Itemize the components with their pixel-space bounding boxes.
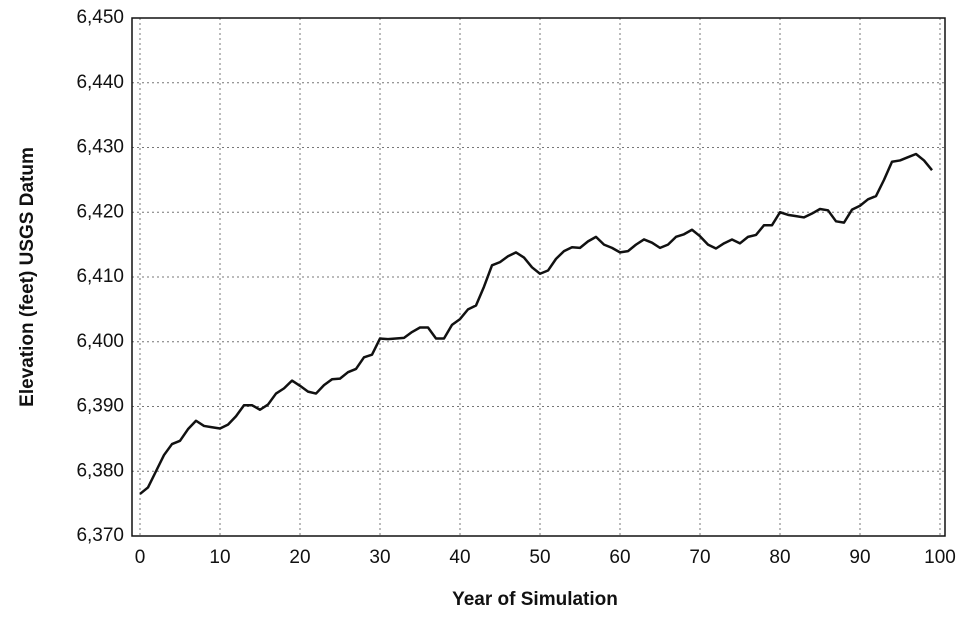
y-tick-label: 6,450	[76, 7, 124, 28]
y-tick-label: 6,370	[76, 525, 124, 546]
x-tick-label: 20	[289, 547, 310, 568]
y-tick-label: 6,440	[76, 72, 124, 93]
x-tick-label: 0	[135, 547, 146, 568]
x-tick-label: 100	[924, 547, 956, 568]
line	[139, 152, 933, 495]
y-tick-label: 6,410	[76, 266, 124, 287]
x-tick-label: 60	[609, 547, 630, 568]
x-tick-label: 80	[769, 547, 790, 568]
y-axis-title: Elevation (feet) USGS Datum	[17, 147, 38, 407]
x-tick-label: 30	[369, 547, 390, 568]
x-tick-label: 50	[529, 547, 550, 568]
y-tick-label: 6,380	[76, 460, 124, 481]
x-axis-title: Year of Simulation	[452, 589, 618, 610]
y-tick-label: 6,420	[76, 201, 124, 222]
y-tick-label: 6,430	[76, 137, 124, 158]
x-tick-label: 40	[449, 547, 470, 568]
plot-frame	[131, 17, 946, 537]
x-tick-label: 10	[209, 547, 230, 568]
y-tick-label: 6,400	[76, 331, 124, 352]
x-tick-label: 70	[689, 547, 710, 568]
y-tick-label: 6,390	[76, 396, 124, 417]
x-tick-label: 90	[849, 547, 870, 568]
